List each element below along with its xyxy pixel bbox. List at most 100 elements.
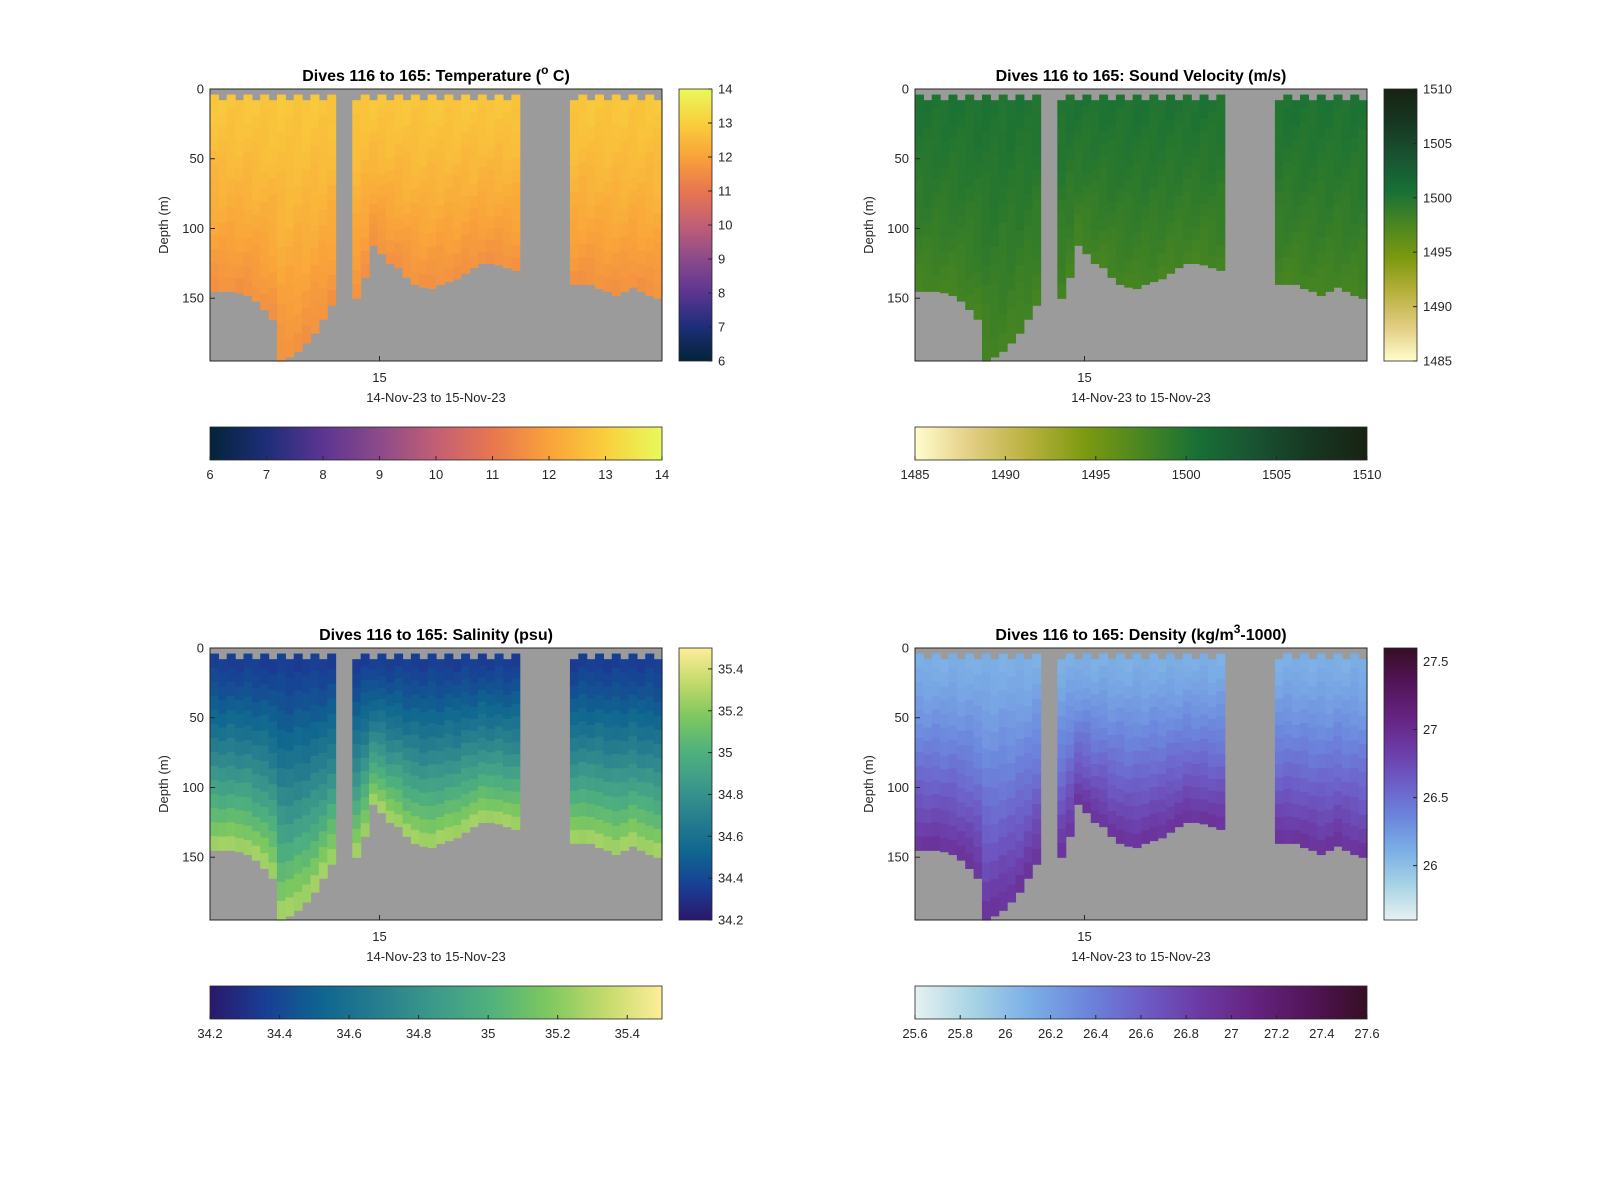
heatmap-cell bbox=[285, 695, 295, 715]
heatmap-cell bbox=[1166, 793, 1176, 808]
heatmap-cell bbox=[1074, 131, 1084, 143]
heatmap-cell bbox=[923, 768, 933, 783]
heatmap-cell bbox=[1090, 659, 1100, 672]
heatmap-cell bbox=[1099, 218, 1109, 232]
heatmap-cell bbox=[611, 782, 621, 798]
heatmap-cell bbox=[1115, 667, 1125, 682]
heatmap-cell bbox=[569, 711, 579, 726]
heatmap-cell bbox=[1308, 236, 1318, 251]
heatmap-cell bbox=[1099, 814, 1109, 828]
heatmap-cell bbox=[511, 716, 521, 730]
heatmap-cell bbox=[1199, 228, 1209, 242]
heatmap-cell bbox=[436, 179, 445, 193]
heatmap-cell bbox=[603, 822, 613, 838]
heatmap-cell bbox=[494, 714, 504, 728]
heatmap-cell bbox=[611, 725, 621, 741]
heatmap-cell bbox=[1124, 193, 1134, 208]
heatmap-cell bbox=[226, 206, 236, 222]
heatmap-cell bbox=[235, 155, 245, 170]
heatmap-cell bbox=[285, 173, 295, 193]
heatmap-cell bbox=[923, 836, 933, 851]
heatmap-cell bbox=[494, 203, 504, 217]
heatmap-cell bbox=[1115, 707, 1125, 722]
colorbar-horizontal bbox=[914, 426, 1368, 461]
heatmap-cell bbox=[1023, 287, 1033, 305]
heatmap-cell bbox=[1141, 218, 1150, 233]
heatmap-cell bbox=[1074, 183, 1084, 195]
heatmap-cell bbox=[210, 751, 219, 767]
heatmap-cell bbox=[276, 284, 286, 305]
heatmap-cell bbox=[1141, 738, 1150, 752]
heatmap-cell bbox=[469, 243, 479, 257]
heatmap-cell bbox=[1207, 100, 1217, 113]
heatmap-cell bbox=[1074, 141, 1084, 153]
heatmap-cell bbox=[469, 754, 479, 768]
heatmap-cell bbox=[1174, 100, 1184, 113]
colorbar-tick-label: 1485 bbox=[901, 467, 930, 482]
heatmap-cell bbox=[1065, 653, 1075, 668]
heatmap-cell bbox=[276, 189, 286, 210]
heatmap-cell bbox=[1141, 751, 1150, 765]
heatmap-cell bbox=[1107, 811, 1117, 825]
heatmap-cell bbox=[486, 787, 496, 800]
heatmap-cell bbox=[1300, 778, 1310, 793]
heatmap-cell bbox=[385, 717, 395, 730]
heatmap-cell bbox=[1350, 811, 1360, 827]
heatmap-cell bbox=[1082, 128, 1092, 141]
x-tick-label: 15 bbox=[1077, 370, 1091, 385]
heatmap-cell bbox=[1216, 182, 1226, 196]
heatmap-cell bbox=[611, 94, 621, 110]
heatmap-cell bbox=[1182, 713, 1192, 727]
heatmap-cell bbox=[1308, 659, 1318, 674]
heatmap-cell bbox=[1350, 696, 1360, 712]
heatmap-cell bbox=[1182, 762, 1192, 775]
heatmap-cell bbox=[210, 277, 219, 292]
heatmap-cell bbox=[628, 681, 638, 696]
heatmap-cell bbox=[285, 338, 295, 358]
heatmap-cell bbox=[377, 687, 387, 700]
heatmap-cell bbox=[444, 201, 454, 216]
heatmap-cell bbox=[276, 767, 286, 788]
heatmap-cell bbox=[653, 213, 663, 229]
heatmap-cell bbox=[477, 203, 487, 216]
heatmap-cell bbox=[915, 192, 924, 208]
heatmap-cell bbox=[285, 659, 295, 679]
heatmap-cell bbox=[620, 795, 630, 810]
heatmap-cell bbox=[1065, 771, 1075, 785]
heatmap-cell bbox=[235, 210, 245, 225]
heatmap-cell bbox=[1182, 154, 1192, 168]
heatmap-cell bbox=[243, 840, 253, 856]
y-tick-label: 0 bbox=[902, 641, 909, 656]
heatmap-cell bbox=[1291, 271, 1301, 285]
heatmap-cell bbox=[318, 287, 328, 305]
heatmap-cell bbox=[653, 701, 663, 717]
heatmap-cell bbox=[595, 708, 605, 724]
heatmap-cell bbox=[327, 124, 337, 141]
heatmap-cell bbox=[235, 782, 245, 798]
heatmap-cell bbox=[603, 836, 613, 851]
heatmap-cell bbox=[915, 723, 924, 739]
heatmap-cell bbox=[1174, 219, 1184, 233]
heatmap-cell bbox=[318, 799, 328, 817]
heatmap-cell bbox=[235, 810, 245, 825]
heatmap-cell bbox=[461, 742, 471, 757]
heatmap-cell bbox=[578, 189, 588, 204]
heatmap-cell bbox=[477, 798, 487, 811]
heatmap-cell bbox=[1149, 214, 1159, 229]
heatmap-cell bbox=[1074, 172, 1084, 184]
heatmap-cell bbox=[1216, 791, 1226, 805]
heatmap-cell bbox=[285, 897, 295, 917]
heatmap-cell bbox=[1099, 119, 1109, 133]
heatmap-cell bbox=[595, 108, 605, 123]
colorbar-tick-label: 27.6 bbox=[1354, 1026, 1379, 1041]
heatmap-cell bbox=[1308, 277, 1318, 292]
heatmap-cell bbox=[1274, 231, 1284, 246]
heatmap-cell bbox=[260, 171, 270, 188]
heatmap-cell bbox=[461, 132, 471, 147]
heatmap-cell bbox=[394, 690, 404, 704]
heatmap-cell bbox=[981, 246, 991, 267]
heatmap-cell bbox=[1023, 753, 1033, 770]
heatmap-cell bbox=[1099, 777, 1109, 791]
heatmap-cell bbox=[243, 696, 253, 712]
heatmap-cell bbox=[1341, 686, 1351, 701]
